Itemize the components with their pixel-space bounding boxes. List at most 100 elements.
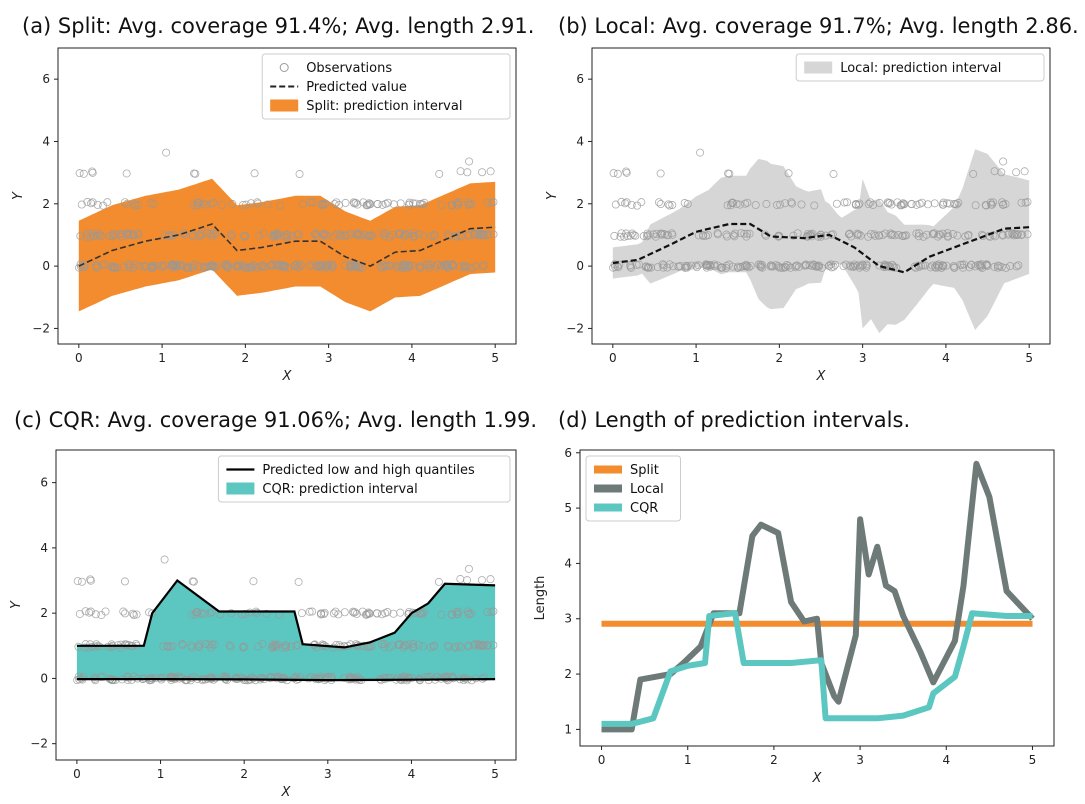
- observation-point: [656, 229, 665, 238]
- observation-point: [902, 231, 911, 240]
- observation-point: [305, 607, 314, 616]
- observation-point: [392, 263, 401, 272]
- observation-point: [178, 641, 187, 650]
- observation-point: [464, 564, 473, 573]
- observation-point: [380, 643, 389, 652]
- panel-c-xtick-label-4: 4: [408, 767, 416, 781]
- observation-point: [642, 262, 651, 271]
- observation-point: [315, 262, 324, 271]
- observation-point: [407, 673, 416, 682]
- observation-point: [121, 640, 130, 649]
- observation-point: [169, 673, 178, 682]
- observation-point: [780, 263, 789, 272]
- observation-point: [193, 199, 202, 208]
- observation-point: [182, 263, 191, 272]
- observation-point: [329, 609, 338, 618]
- panel-b-title: (b) Local: Avg. coverage 91.7%; Avg. len…: [558, 14, 1079, 38]
- observation-point: [629, 231, 638, 240]
- observation-point: [786, 263, 795, 272]
- observation-point: [210, 640, 219, 649]
- observation-point: [312, 643, 321, 652]
- observation-point: [1017, 231, 1026, 240]
- observation-point: [853, 231, 862, 240]
- observation-point: [656, 169, 665, 178]
- observation-point: [634, 260, 643, 269]
- panel-a-ytick-label-0: −2: [32, 321, 50, 335]
- legend-box: [217, 455, 511, 503]
- observation-point: [456, 643, 465, 652]
- observation-point: [470, 229, 479, 238]
- observation-point: [442, 261, 451, 270]
- observation-point: [188, 232, 197, 241]
- observation-point: [627, 263, 636, 272]
- observation-point: [986, 198, 995, 207]
- observation-point: [381, 609, 390, 618]
- observation-point: [128, 609, 137, 618]
- observation-point: [474, 640, 483, 649]
- panel-c-observations: [73, 555, 498, 685]
- observation-point: [746, 261, 755, 270]
- observation-point: [793, 229, 802, 238]
- observation-point: [176, 260, 185, 269]
- observation-point: [486, 167, 495, 176]
- observation-point: [324, 260, 333, 269]
- observation-point: [626, 231, 635, 240]
- observation-point: [314, 674, 323, 683]
- legend-label: Observations: [306, 61, 392, 76]
- observation-point: [716, 263, 725, 272]
- observation-point: [950, 263, 959, 272]
- observation-point: [287, 231, 296, 240]
- observation-point: [652, 229, 661, 238]
- observation-point: [258, 639, 267, 648]
- panel-c-legend: Predicted low and high quantiles CQR: pre…: [217, 455, 511, 503]
- observation-point: [870, 230, 879, 239]
- legend-patch-icon: [804, 61, 833, 74]
- observation-point: [692, 263, 701, 272]
- observation-point: [132, 610, 141, 619]
- observation-point: [405, 262, 414, 271]
- observation-point: [926, 263, 935, 272]
- observation-point: [622, 167, 631, 176]
- panel-c-xlabel: X: [281, 785, 292, 800]
- observation-point: [418, 642, 427, 651]
- observation-point: [642, 232, 651, 241]
- observation-point: [732, 199, 741, 208]
- observation-point: [668, 201, 677, 210]
- observation-point: [159, 642, 168, 651]
- observation-point: [441, 260, 450, 269]
- observation-point: [268, 643, 277, 652]
- observation-point: [379, 673, 388, 682]
- observation-point: [354, 260, 363, 269]
- observation-point: [727, 199, 736, 208]
- observation-point: [1001, 263, 1010, 272]
- observation-point: [884, 199, 893, 208]
- observation-point: [76, 231, 85, 240]
- observation-point: [435, 169, 444, 178]
- observation-point: [659, 261, 668, 270]
- observation-point: [939, 200, 948, 209]
- observation-point: [194, 198, 203, 207]
- observation-point: [174, 672, 183, 681]
- observation-point: [845, 230, 854, 239]
- panel-c-xtick-label-5: 5: [491, 767, 499, 781]
- observation-point: [978, 232, 987, 241]
- observation-point: [346, 640, 355, 649]
- observation-point: [459, 263, 468, 272]
- observation-point: [361, 610, 370, 619]
- observation-point: [918, 198, 927, 207]
- observation-point: [335, 641, 344, 650]
- observation-point: [479, 229, 488, 238]
- observation-point: [75, 169, 84, 178]
- observation-point: [232, 262, 241, 271]
- legend-patch-icon: [594, 503, 622, 512]
- observation-point: [87, 643, 96, 652]
- panel-c-ytick-label-3: 4: [40, 541, 48, 555]
- observation-point: [411, 199, 420, 208]
- observation-point: [937, 263, 946, 272]
- observation-point: [88, 198, 97, 207]
- observation-point: [89, 232, 98, 241]
- observation-point: [800, 261, 809, 270]
- panel-c-ylabel: Y: [9, 600, 24, 609]
- observation-point: [681, 263, 690, 272]
- observation-point: [108, 262, 117, 271]
